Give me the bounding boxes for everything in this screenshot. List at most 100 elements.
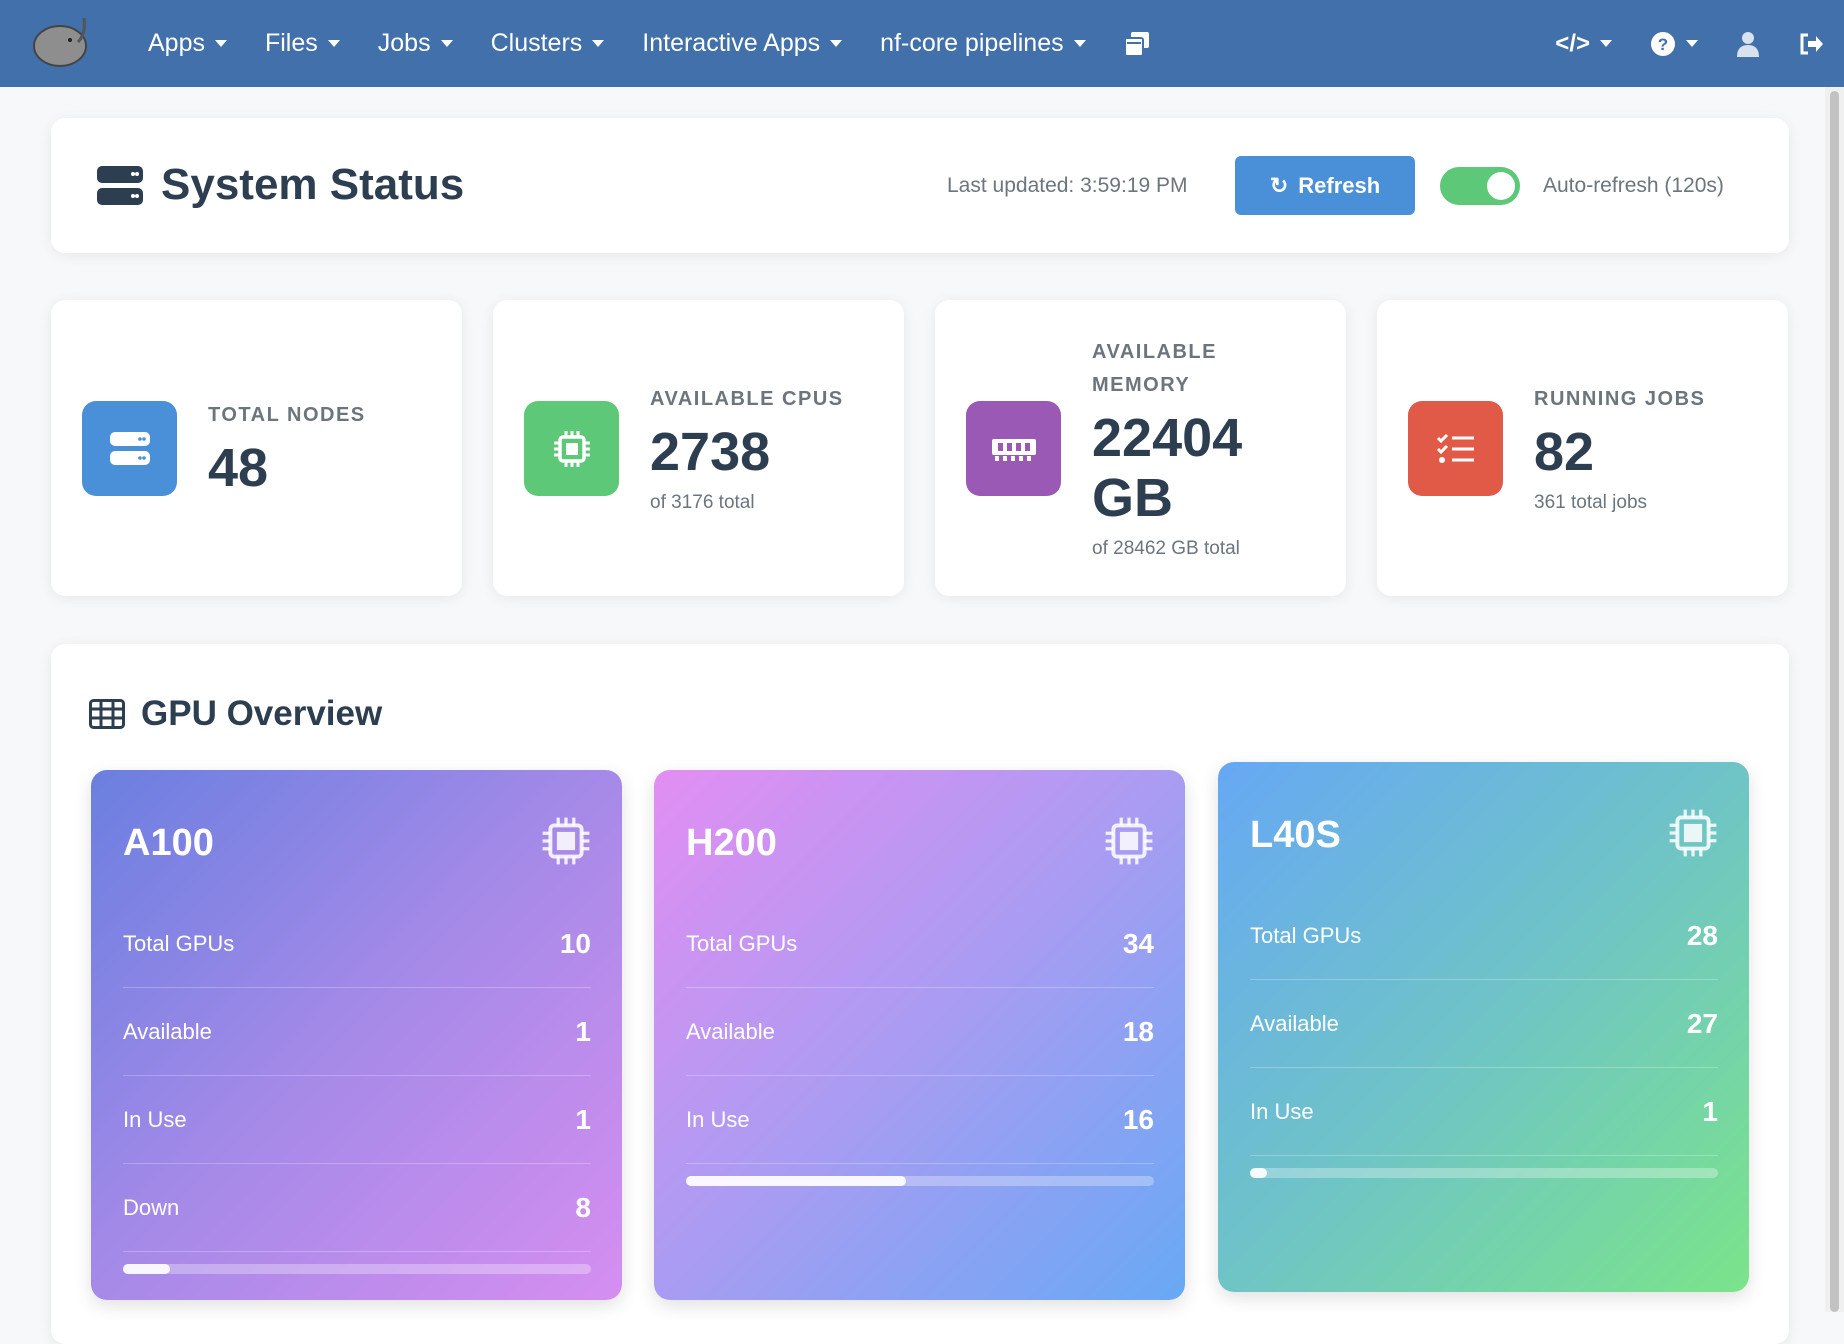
gpu-stat-value: 8 (575, 1191, 591, 1223)
refresh-button[interactable]: ↻ Refresh (1235, 156, 1415, 215)
gpu-stat-value: 34 (1122, 927, 1154, 959)
scrollbar[interactable] (1825, 87, 1844, 1312)
server-icon (97, 166, 143, 205)
stat-sub: 361 total jobs (1534, 491, 1648, 513)
caret-down-icon (830, 40, 843, 47)
stat-label: AVAILABLE MEMORY (1092, 341, 1217, 396)
refresh-icon: ↻ (1269, 172, 1289, 198)
gpu-stat-row: In Use 1 (1250, 1068, 1718, 1156)
stat-value: 22404 GB (1092, 408, 1243, 528)
gpu-stat-row: Available 1 (123, 988, 591, 1076)
code-icon: </> (1555, 29, 1590, 57)
gpu-stat-row: Total GPUs 10 (123, 900, 591, 988)
gpu-stat-label: Total GPUs (1250, 922, 1362, 948)
nav-files[interactable]: Files (265, 29, 340, 58)
caret-down-icon (440, 40, 453, 47)
caret-down-icon (1686, 40, 1698, 47)
tasks-icon (1408, 401, 1503, 496)
gpu-stat-label: Down (123, 1194, 180, 1220)
gpu-stat-row: In Use 16 (686, 1076, 1154, 1164)
gpu-stat-value: 16 (1122, 1103, 1154, 1135)
stat-sub: of 3176 total (650, 491, 755, 513)
elephant-logo-icon[interactable] (30, 14, 94, 70)
gpu-usage-bar (686, 1176, 1154, 1186)
gpu-stat-value: 1 (1702, 1095, 1718, 1127)
stat-sub: of 28462 GB total (1092, 538, 1240, 559)
logout-icon[interactable] (1798, 32, 1824, 56)
gpu-chip-icon (1667, 807, 1719, 864)
gpu-chip-icon (1103, 815, 1155, 872)
gpu-stat-label: Available (123, 1018, 212, 1044)
develop-menu[interactable]: </> (1555, 30, 1612, 58)
gpu-stat-row: Available 27 (1250, 980, 1718, 1068)
gpu-stat-label: Available (686, 1018, 775, 1044)
gpu-name: A100 (123, 822, 214, 864)
gpu-stat-value: 1 (575, 1015, 591, 1047)
help-menu[interactable]: ? (1650, 31, 1698, 57)
gpu-name: H200 (686, 822, 777, 864)
stat-card-running-jobs: RUNNING JOBS 82 361 total jobs (1377, 300, 1788, 596)
nav-nf-core-pipelines[interactable]: nf-core pipelines (880, 29, 1086, 58)
gpu-stat-value: 10 (559, 927, 591, 959)
gpu-stat-label: Available (1250, 1010, 1339, 1036)
refresh-label: Refresh (1298, 172, 1381, 198)
nav-interactive-apps[interactable]: Interactive Apps (642, 29, 843, 58)
gpu-stat-row: Down 8 (123, 1164, 591, 1252)
gpu-overview-title: GPU Overview (89, 694, 382, 734)
gpu-stat-label: In Use (686, 1106, 750, 1132)
windows-icon[interactable] (1123, 31, 1150, 57)
gpu-stat-label: Total GPUs (123, 930, 235, 956)
nav-jobs[interactable]: Jobs (378, 29, 453, 58)
help-icon: ? (1651, 31, 1675, 56)
nav-clusters[interactable]: Clusters (491, 29, 605, 58)
stat-card-available-memory: AVAILABLE MEMORY 22404 GB of 28462 GB tota… (935, 300, 1346, 596)
nav-label: Jobs (377, 29, 431, 57)
caret-down-icon (592, 40, 605, 47)
table-icon (89, 699, 125, 729)
gpu-usage-fill (686, 1176, 906, 1186)
gpu-stat-label: Total GPUs (686, 930, 798, 956)
caret-down-icon (1600, 40, 1612, 47)
nav-apps[interactable]: Apps (148, 29, 227, 58)
stat-value: 2738 (650, 421, 771, 482)
gpu-stat-value: 1 (575, 1103, 591, 1135)
gpu-card-h200: H200 Total GPUs 34 Available 18 In Use 16 (654, 770, 1185, 1300)
user-icon[interactable] (1736, 31, 1760, 57)
gpu-stat-value: 28 (1686, 919, 1718, 951)
caret-down-icon (1073, 40, 1086, 47)
gpu-card-l40s: L40S Total GPUs 28 Available 27 In Use 1 (1218, 762, 1749, 1292)
system-status-header: System Status Last updated: 3:59:19 PM ↻… (51, 118, 1789, 253)
stat-label: AVAILABLE CPUS (650, 387, 844, 410)
stat-card-available-cpus: AVAILABLE CPUS 2738 of 3176 total (493, 300, 904, 596)
stat-label: TOTAL NODES (208, 403, 366, 426)
stat-value: 82 (1534, 421, 1595, 482)
page-title: System Status (161, 160, 465, 209)
gpu-title-text: GPU Overview (141, 694, 383, 733)
nav-label: Apps (148, 29, 205, 57)
gpu-usage-fill (123, 1264, 170, 1274)
nav-label: nf-core pipelines (880, 29, 1064, 57)
gpu-name: L40S (1250, 814, 1341, 856)
svg-text:?: ? (1658, 35, 1668, 54)
stat-label: RUNNING JOBS (1534, 387, 1706, 410)
stat-value: 48 (208, 437, 269, 498)
nav-label: Files (264, 29, 318, 57)
nav-label: Clusters (490, 29, 583, 57)
gpu-usage-fill (1250, 1168, 1267, 1178)
gpu-chip-icon (540, 815, 592, 872)
gpu-stat-row: Total GPUs 34 (686, 900, 1154, 988)
gpu-card-a100: A100 Total GPUs 10 Available 1 In Use 1 Down 8 (91, 770, 622, 1300)
auto-refresh-toggle[interactable] (1440, 167, 1520, 205)
gpu-usage-bar (1250, 1168, 1718, 1178)
gpu-stat-row: Available 18 (686, 988, 1154, 1076)
gpu-stat-row: Total GPUs 28 (1250, 892, 1718, 980)
gpu-stat-value: 27 (1686, 1007, 1718, 1039)
scrollbar-thumb[interactable] (1830, 91, 1839, 1312)
last-updated: Last updated: 3:59:19 PM (947, 174, 1188, 197)
caret-down-icon (327, 40, 340, 47)
nav-label: Interactive Apps (642, 29, 821, 57)
stat-card-total-nodes: TOTAL NODES 48 (51, 300, 462, 596)
gpu-stat-label: In Use (123, 1106, 187, 1132)
gpu-usage-bar (123, 1264, 591, 1274)
gpu-stat-label: In Use (1250, 1098, 1314, 1124)
